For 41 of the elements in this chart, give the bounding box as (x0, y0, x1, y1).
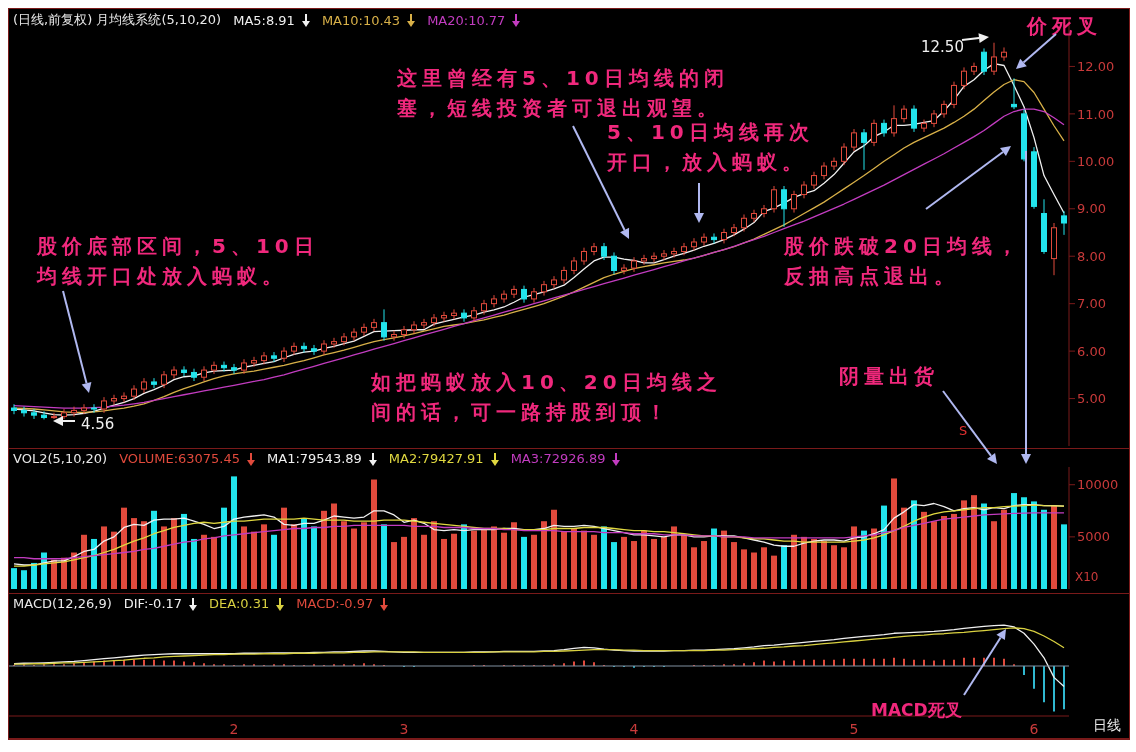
legend-label: DEA:0.31 (209, 596, 271, 611)
annotation: 阴量出货 (839, 363, 939, 390)
y-tick-label: 5000 (1077, 529, 1111, 545)
legend-label: MA2:79427.91 (388, 451, 485, 466)
annotation: 5、10日均线再次开口，放入蚂蚁。 (607, 119, 815, 176)
y-tick-label: 5.00 (1077, 391, 1106, 407)
x-tick-label: 4 (629, 720, 639, 737)
annotation: 这里曾经有5、10日均线的闭塞，短线投资者可退出观望。 (397, 65, 729, 122)
annotation: 股价跌破20日均线，反抽高点退出。 (784, 233, 1023, 290)
y-tick-label: 12.00 (1077, 59, 1115, 75)
y-tick-label: 10.00 (1077, 153, 1115, 169)
legend-label: MACD:-0.97 (296, 596, 375, 611)
annotation: 12.50 (921, 37, 964, 58)
legend-label: MA20:10.77 (427, 12, 507, 28)
legend-label: MA10:10.43 (321, 12, 402, 28)
chart-title: (日线,前复权) 月均线系统(5,10,20) (13, 11, 222, 29)
x-tick-label: 3 (399, 720, 409, 737)
y-tick-label: 6.00 (1077, 343, 1106, 359)
legend-label: DIF:-0.17 (123, 596, 184, 611)
annotation: S (959, 422, 968, 440)
y-tick-label: 11.00 (1077, 106, 1115, 122)
x-axis-title: 日线 (1093, 717, 1121, 735)
legend-label: MA5:8.91 (233, 12, 296, 28)
y-tick-label: 8.00 (1077, 248, 1106, 264)
y-tick-label: 7.00 (1077, 296, 1106, 312)
annotation: MACD死叉 (871, 699, 962, 722)
legend-label: MA1:79543.89 (267, 451, 363, 466)
annotation: 4.56 (81, 414, 115, 435)
chart-title: VOL2(5,10,20) (13, 451, 108, 466)
x-tick-label: 5 (849, 720, 859, 737)
x-tick-label: 2 (229, 720, 239, 737)
legend-label: VOLUME:63075.45 (119, 451, 242, 466)
annotation: 价死叉 (1027, 13, 1102, 40)
annotation: 股价底部区间，5、10日均线开口处放入蚂蚁。 (37, 233, 319, 290)
chart-title: MACD(12,26,9) (13, 596, 112, 611)
legend-label: MA3:72926.89 (510, 451, 607, 466)
x-tick-label: 6 (1029, 720, 1039, 737)
y-tick-label: 9.00 (1077, 201, 1106, 217)
annotation: 如把蚂蚁放入10、20日均线之间的话，可一路持股到顶！ (371, 369, 723, 426)
text: X10 (1075, 569, 1099, 586)
y-tick-label: 10000 (1077, 477, 1119, 493)
